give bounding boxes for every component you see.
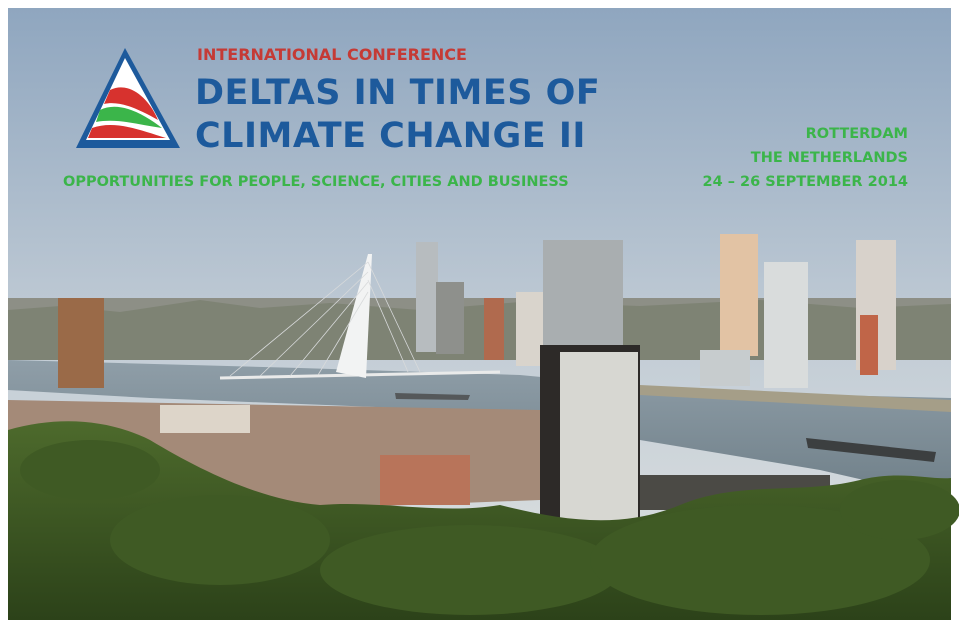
subtitle: OPPORTUNITIES FOR PEOPLE, SCIENCE, CITIE… xyxy=(63,174,569,190)
dates: 24 – 26 SEPTEMBER 2014 xyxy=(703,174,908,190)
page: INTERNATIONAL CONFERENCE DELTAS IN TIMES… xyxy=(0,0,959,625)
country: THE NETHERLANDS xyxy=(751,150,908,166)
title-line: CLIMATE CHANGE II xyxy=(195,116,586,156)
poster: INTERNATIONAL CONFERENCE DELTAS IN TIMES… xyxy=(0,0,959,625)
city: ROTTERDAM xyxy=(806,126,908,142)
title-line: DELTAS IN TIMES OF xyxy=(195,73,600,113)
kicker: INTERNATIONAL CONFERENCE xyxy=(197,45,467,64)
